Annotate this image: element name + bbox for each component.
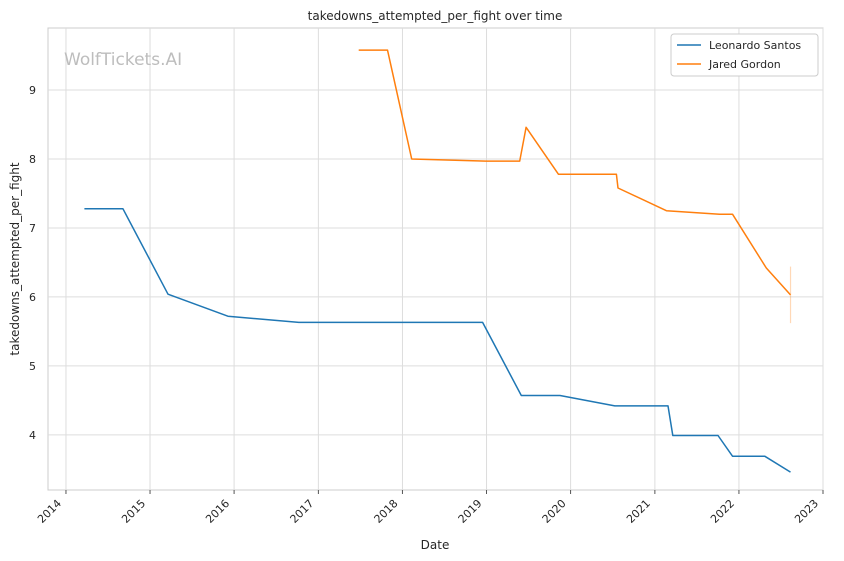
plot-area [47, 27, 824, 491]
series-layer [84, 49, 792, 473]
x-axis-title: Date [421, 538, 450, 552]
x-tick-label-2022: 2022 [708, 497, 737, 526]
x-tick-label-2019: 2019 [456, 497, 485, 526]
series-line-leonardo-santos [84, 207, 791, 473]
x-tick-label-2014: 2014 [35, 497, 64, 526]
y-tick-label-6: 6 [29, 291, 36, 304]
y-tick-label-9: 9 [29, 84, 36, 97]
legend-box [670, 33, 819, 77]
chart-title: takedowns_attempted_per_fight over time [308, 9, 563, 23]
y-axis-ticks: 4 5 6 7 8 9 [29, 84, 36, 442]
y-tick-label-8: 8 [29, 153, 36, 166]
grid-lines [48, 28, 824, 490]
y-axis-title: takedowns_attempted_per_fight [8, 162, 22, 355]
legend: Leonardo Santos Jared Gordon [670, 33, 819, 77]
watermark: WolfTickets.AI [64, 50, 182, 70]
x-axis-ticks: 2014 2015 2016 2017 2018 2019 2020 2021 2022 2023 [35, 490, 824, 526]
x-tick-label-2021: 2021 [624, 497, 653, 526]
x-tick-label-2017: 2017 [288, 497, 317, 526]
x-tick-label-2015: 2015 [119, 497, 148, 526]
legend-label-jared-gordon: Jared Gordon [708, 58, 781, 71]
y-tick-label-7: 7 [29, 222, 36, 235]
y-tick-label-5: 5 [29, 360, 36, 373]
x-tick-label-2023: 2023 [792, 497, 821, 526]
x-tick-label-2016: 2016 [203, 497, 232, 526]
series-line-jared-gordon [358, 49, 792, 296]
legend-label-leonardo-santos: Leonardo Santos [709, 39, 801, 52]
y-tick-label-4: 4 [29, 429, 36, 442]
x-tick-label-2020: 2020 [540, 497, 569, 526]
x-tick-label-2018: 2018 [372, 497, 401, 526]
